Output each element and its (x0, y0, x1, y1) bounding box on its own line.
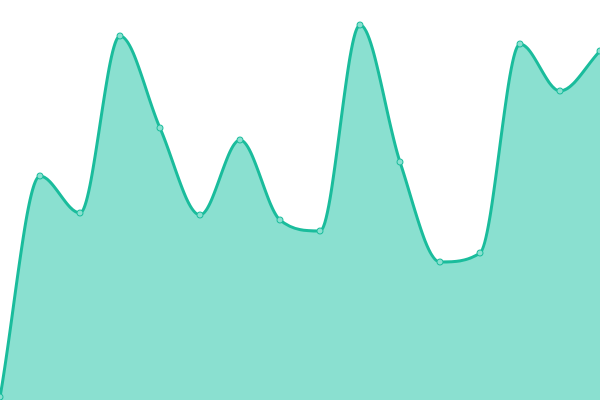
data-point-11 (436, 258, 444, 266)
data-point-2 (76, 209, 84, 217)
data-point-6 (236, 136, 244, 144)
data-point-14 (556, 87, 564, 95)
data-point-8 (316, 227, 324, 235)
data-point-3 (116, 32, 124, 40)
area-fill (0, 25, 600, 400)
data-point-4 (156, 124, 164, 132)
data-point-12 (476, 249, 484, 257)
data-point-5 (196, 211, 204, 219)
data-point-13 (516, 40, 524, 48)
series-line (0, 23, 600, 398)
data-point-1 (36, 172, 44, 180)
data-point-10 (396, 158, 404, 166)
markers (0, 21, 600, 400)
data-point-7 (276, 216, 284, 224)
data-point-15 (596, 47, 600, 55)
data-point-9 (356, 21, 364, 29)
data-point-0 (0, 393, 4, 400)
